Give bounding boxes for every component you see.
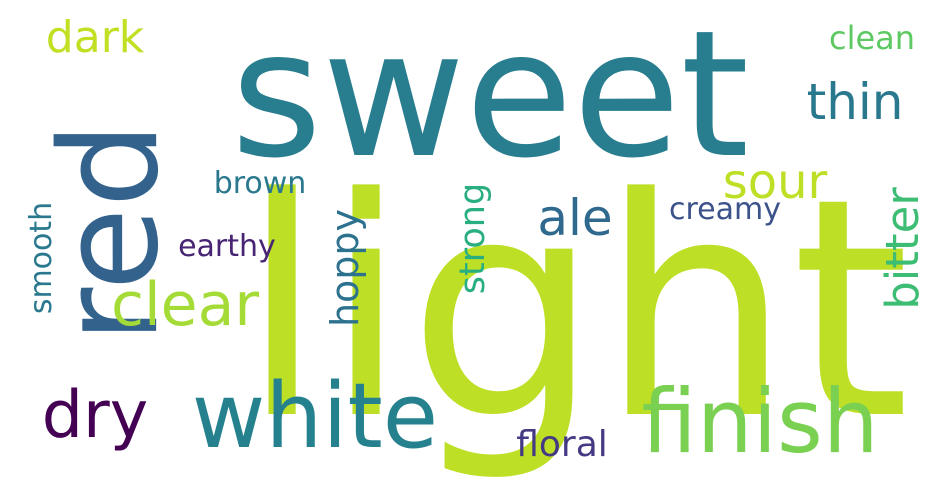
word-smooth: smooth (23, 201, 59, 315)
word-creamy: creamy (669, 192, 781, 227)
word-floral: floral (516, 424, 608, 465)
word-thin: thin (806, 73, 904, 131)
word-white: white (191, 364, 439, 469)
word-earthy: earthy (178, 229, 276, 264)
word-dry: dry (41, 377, 149, 453)
word-light: light (240, 133, 910, 484)
word-sour: sour (722, 154, 828, 210)
word-bitter: bitter (875, 186, 929, 310)
word-dark: dark (45, 12, 145, 63)
word-brown: brown (213, 166, 307, 201)
word-finish: finish (641, 370, 879, 473)
word-hoppy: hoppy (323, 208, 368, 328)
word-sweet: sweet (230, 0, 750, 197)
word-clean: clean (829, 19, 916, 57)
word-ale: ale (537, 189, 613, 247)
word-strong: strong (453, 182, 494, 294)
word-clear: clear (111, 270, 260, 340)
